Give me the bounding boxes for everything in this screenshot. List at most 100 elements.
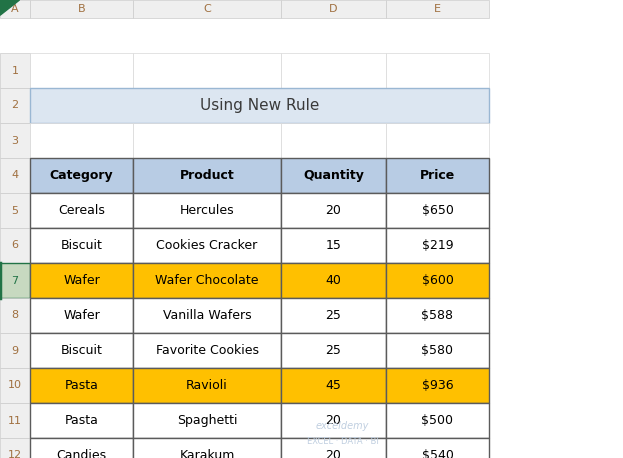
Bar [30, 228, 133, 263]
Text: 12: 12 [8, 451, 22, 458]
Text: 6: 6 [11, 240, 19, 251]
Text: 25: 25 [326, 344, 341, 357]
Text: Pasta: Pasta [65, 414, 98, 427]
Bar [386, 438, 489, 458]
Bar [133, 333, 281, 368]
Bar [386, 0, 489, 18]
Bar [386, 263, 489, 298]
Bar [30, 403, 133, 438]
Text: Wafer Chocolate: Wafer Chocolate [155, 274, 259, 287]
Text: Candies: Candies [57, 449, 107, 458]
Bar [386, 193, 489, 228]
Bar [0, 298, 30, 333]
Bar [0, 88, 30, 123]
Text: Cookies Cracker: Cookies Cracker [156, 239, 258, 252]
Bar [0, 403, 30, 438]
Bar [0, 333, 30, 368]
Bar [30, 0, 133, 18]
Text: $588: $588 [422, 309, 454, 322]
Bar [386, 123, 489, 158]
Bar [386, 368, 489, 403]
Text: $580: $580 [422, 344, 454, 357]
Text: Biscuit: Biscuit [60, 344, 102, 357]
Bar [281, 333, 386, 368]
Bar [133, 263, 281, 298]
Bar [30, 333, 133, 368]
Text: 40: 40 [326, 274, 341, 287]
Text: Product: Product [179, 169, 234, 182]
Bar [30, 438, 133, 458]
Bar [0, 438, 30, 458]
Text: Spaghetti: Spaghetti [177, 414, 237, 427]
Text: 20: 20 [326, 414, 341, 427]
Text: EXCEL · DATA · BI: EXCEL · DATA · BI [307, 437, 379, 447]
Bar [133, 123, 281, 158]
Text: 45: 45 [326, 379, 341, 392]
Bar [386, 228, 489, 263]
Text: Cereals: Cereals [58, 204, 105, 217]
Bar [386, 158, 489, 193]
Bar [281, 403, 386, 438]
Text: 11: 11 [8, 415, 22, 425]
Bar [30, 53, 133, 88]
Text: Hercules: Hercules [179, 204, 234, 217]
Bar [0, 193, 30, 228]
Text: Vanilla Wafers: Vanilla Wafers [163, 309, 251, 322]
Bar [281, 368, 386, 403]
Bar [281, 53, 386, 88]
Bar [0, 123, 30, 158]
Bar [281, 0, 386, 18]
Text: 4: 4 [11, 170, 19, 180]
Text: Quantity: Quantity [303, 169, 364, 182]
Text: $600: $600 [422, 274, 454, 287]
Text: 20: 20 [326, 449, 341, 458]
Bar [133, 158, 281, 193]
Bar [386, 403, 489, 438]
Bar [0, 53, 30, 88]
Bar [0, 368, 30, 403]
Bar [386, 333, 489, 368]
Bar [0, 158, 30, 193]
Bar [281, 438, 386, 458]
Text: Biscuit: Biscuit [60, 239, 102, 252]
Text: Favorite Cookies: Favorite Cookies [156, 344, 259, 357]
Bar [0, 263, 30, 298]
Text: 7: 7 [11, 276, 19, 285]
Polygon shape [0, 0, 19, 15]
Text: Wafer: Wafer [63, 274, 100, 287]
Text: Price: Price [420, 169, 455, 182]
Bar [281, 228, 386, 263]
Bar [281, 263, 386, 298]
Bar [281, 123, 386, 158]
Bar [133, 438, 281, 458]
Text: Wafer: Wafer [63, 309, 100, 322]
Text: 20: 20 [326, 204, 341, 217]
Text: $219: $219 [422, 239, 454, 252]
Bar [30, 158, 133, 193]
Text: 8: 8 [11, 311, 19, 321]
Bar [281, 298, 386, 333]
Text: 10: 10 [8, 381, 22, 391]
Bar [386, 298, 489, 333]
Bar [133, 0, 281, 18]
Bar [281, 158, 386, 193]
Bar [386, 53, 489, 88]
Text: 3: 3 [11, 136, 19, 146]
Text: A: A [11, 4, 19, 14]
Text: 15: 15 [326, 239, 341, 252]
Text: Using New Rule: Using New Rule [200, 98, 319, 113]
Bar [30, 368, 133, 403]
Text: Karakum: Karakum [179, 449, 235, 458]
Text: 5: 5 [11, 206, 19, 216]
Text: C: C [203, 4, 211, 14]
Text: $540: $540 [422, 449, 454, 458]
Text: $936: $936 [422, 379, 454, 392]
Text: E: E [434, 4, 441, 14]
Bar [30, 298, 133, 333]
Text: 2: 2 [11, 100, 19, 110]
Text: $500: $500 [422, 414, 454, 427]
Bar [133, 403, 281, 438]
Bar [281, 193, 386, 228]
Text: 1: 1 [11, 65, 19, 76]
Bar [30, 263, 133, 298]
